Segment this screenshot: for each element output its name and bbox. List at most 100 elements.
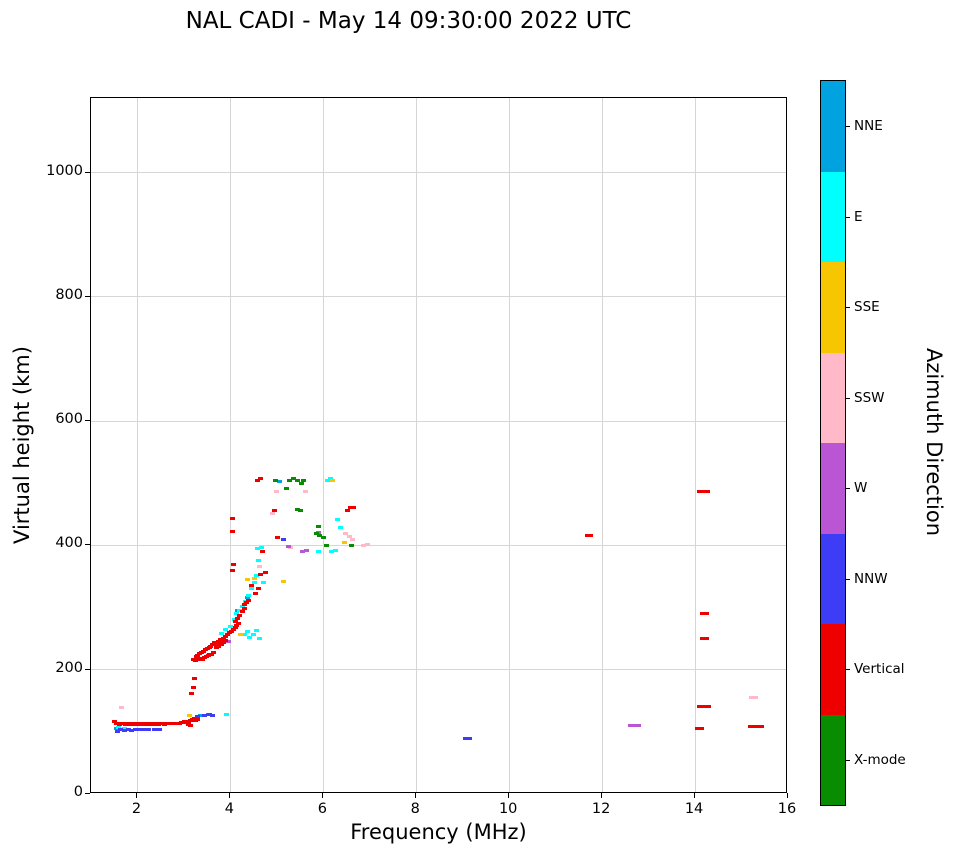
x-tick-mark [136,793,138,798]
echo-point-e [316,550,321,553]
x-tick-label: 8 [410,801,420,817]
echo-point-vertical [701,490,706,493]
echo-point-e [254,574,259,577]
colorbar-segment-sse [821,262,845,353]
echo-point-vertical [237,614,242,617]
echo-point-vertical [706,705,711,708]
y-tick-label: 400 [55,535,83,552]
echo-point-vertical [192,677,197,680]
echo-point-vertical [223,635,228,638]
echo-point-vertical [263,571,268,574]
echo-point-nnw [202,714,207,717]
echo-point-vertical [695,727,700,730]
echo-point-vertical [351,506,356,509]
colorbar-tick-mark [846,307,850,309]
echo-point-ssw [274,490,279,493]
echo-point-w [226,640,231,643]
echo-point-vertical [756,725,761,728]
echo-point-vertical [700,612,705,615]
colorbar-tick-label: X-mode [854,751,906,768]
echo-point-e [242,633,247,636]
echo-point-e [224,713,229,716]
echo-point-vertical [201,650,206,653]
echo-point-x-mode [295,508,300,511]
echo-point-vertical [246,599,251,602]
y-tick-label: 1000 [46,162,83,179]
echo-point-vertical [210,643,215,646]
echo-point-sse [187,714,192,717]
echo-point-nnw [281,538,286,541]
colorbar-segment-ssw [821,352,845,443]
echo-point-ssw [347,535,352,538]
y-tick-label: 600 [55,411,83,428]
echo-point-vertical [209,653,214,656]
colorbar-tick-mark [846,759,850,761]
x-gridline [508,98,510,792]
y-tick-mark [85,420,90,422]
echo-point-sse [245,578,250,581]
echo-point-nnw [463,737,468,740]
grid-layer [91,98,786,792]
echo-point-nnw [195,715,200,718]
echo-point-nnw [152,728,157,731]
echo-point-vertical [748,725,753,728]
echo-point-vertical [260,550,265,553]
colorbar-tick-label: Vertical [854,661,905,678]
echo-point-vertical [705,490,710,493]
echo-point-w [286,545,291,548]
echo-point-e [240,605,245,608]
echo-point-vertical [112,720,117,723]
y-tick-mark [85,668,90,670]
echo-point-e [234,612,239,615]
echo-point-vertical [242,607,247,610]
echo-point-vertical [220,639,225,642]
echo-point-vertical [759,725,764,728]
echo-point-x-mode [317,534,322,537]
echo-point-vertical [697,490,702,493]
echo-point-vertical [699,727,704,730]
echo-point-vertical [588,534,593,537]
echo-point-nne [198,714,203,717]
echo-point-sse [342,541,347,544]
y-gridline [91,420,786,422]
colorbar-segment-w [821,443,845,534]
x-tick-label: 4 [224,801,234,817]
echo-point-x-mode [301,479,306,482]
y-gridline [91,296,786,298]
echo-point-vertical [221,637,226,640]
echo-point-vertical [275,536,280,539]
colorbar-tick-label: E [854,208,863,225]
echo-point-x-mode [298,509,303,512]
echo-point-vertical [700,637,705,640]
echo-point-e [249,587,254,590]
echo-point-vertical [258,573,263,576]
echo-point-vertical [249,584,254,587]
colorbar-segment-e [821,171,845,262]
echo-point-vertical [348,506,353,509]
echo-point-vertical [214,643,219,646]
echo-point-vertical [189,692,194,695]
echo-point-vertical [231,628,236,631]
x-tick-label: 16 [777,801,797,817]
echo-point-nnw [122,729,127,732]
echo-point-nnw [207,713,212,716]
scatter-points-layer [91,98,786,792]
echo-point-vertical [345,509,350,512]
echo-point-vertical [255,479,260,482]
echo-point-x-mode [273,479,278,482]
plot-area [90,97,787,793]
echo-point-ssw [119,706,124,709]
y-gridline [91,544,786,546]
echo-point-w [632,724,637,727]
echo-point-vertical [231,563,236,566]
echo-point-vertical [235,617,240,620]
echo-point-vertical [752,725,757,728]
echo-point-e [237,609,242,612]
x-gridline [136,98,138,792]
echo-point-vertical [223,639,228,642]
echo-point-vertical [216,640,221,643]
echo-point-vertical [221,641,226,644]
echo-point-ssw [365,543,370,546]
echo-point-sse [252,577,257,580]
echo-point-vertical [230,517,235,520]
